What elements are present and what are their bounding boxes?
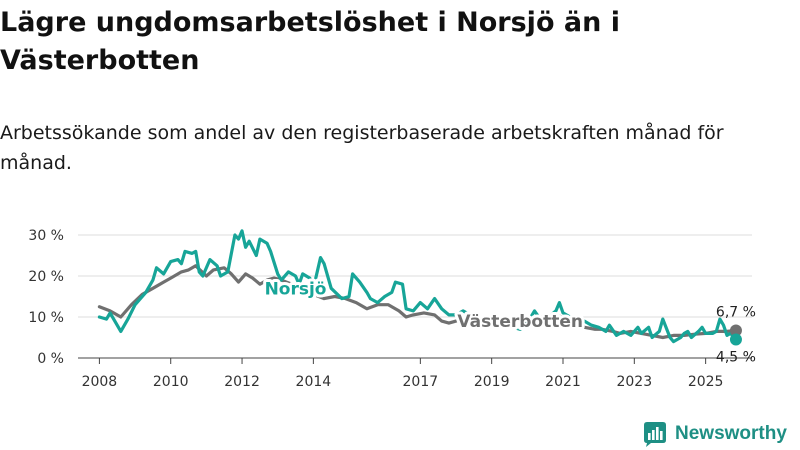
y-tick-label: 30 % (28, 228, 64, 244)
x-tick-label: 2012 (224, 374, 260, 390)
line-chart: 0 % 10 % 20 % 30 % 2008 2010 2012 2014 2017 2019 2… (28, 228, 756, 390)
series-label-vasterbotten: Västerbotten (457, 312, 583, 332)
x-tick-label: 2025 (688, 374, 724, 390)
newsworthy-logo: Newsworthy (643, 419, 787, 449)
x-tick-label: 2019 (474, 374, 510, 390)
series-label-norsjo: Norsjö (265, 279, 327, 299)
x-tick-label: 2017 (403, 374, 439, 390)
newsworthy-wordmark: Newsworthy (675, 423, 787, 444)
x-tick-label: 2023 (616, 374, 652, 390)
end-marker-norsjo (729, 333, 742, 346)
chart-subtitle: Arbetssökande som andel av den registerb… (0, 122, 724, 174)
y-tick-label: 0 % (37, 351, 64, 367)
series-line-vasterbotten (97, 264, 738, 340)
x-tick-label: 2010 (153, 374, 189, 390)
chart-title: Lägre ungdomsarbetslöshet i Norsjö än i … (0, 7, 620, 76)
end-marker-vasterbotten (729, 324, 742, 337)
y-tick-label: 20 % (28, 269, 64, 285)
newsworthy-bars-icon (644, 422, 666, 447)
end-label-norsjo: 4,5 % (716, 350, 756, 366)
y-tick-label: 10 % (28, 310, 64, 326)
x-tick-label: 2021 (545, 374, 581, 390)
x-tick-label: 2014 (296, 374, 332, 390)
x-tick-label: 2008 (82, 374, 118, 390)
end-label-vasterbotten: 6,7 % (716, 305, 756, 321)
series-line-norsjo (97, 229, 738, 344)
